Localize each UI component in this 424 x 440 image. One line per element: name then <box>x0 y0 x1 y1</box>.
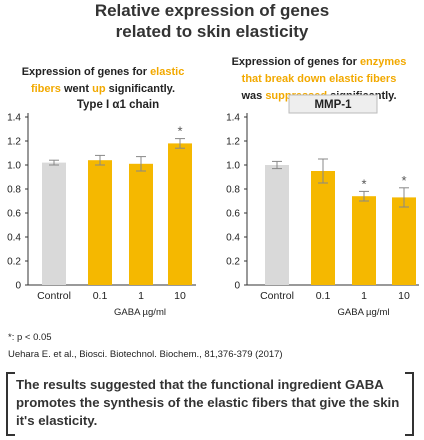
bar <box>311 171 335 285</box>
x-axis-label: GABA µg/ml <box>338 307 390 318</box>
y-tick-label: 0.8 <box>226 185 240 196</box>
page-title: Relative expression of genes related to … <box>0 0 424 42</box>
y-tick-label: 0.8 <box>7 185 21 196</box>
y-tick-label: 0.4 <box>7 233 21 244</box>
conclusion-box: The results suggested that the functiona… <box>6 372 414 436</box>
significance-marker: * <box>177 124 182 139</box>
bar <box>392 197 416 285</box>
y-tick-label: 0.4 <box>226 233 240 244</box>
left-bracket <box>6 372 15 436</box>
y-tick-label: 1.4 <box>7 113 21 124</box>
bar <box>129 163 153 285</box>
desc-text: significantly. <box>105 83 176 95</box>
significance-marker: * <box>401 173 406 188</box>
chart-title: MMP-1 <box>314 99 352 111</box>
x-tick-label: 0.1 <box>316 290 331 302</box>
y-tick-label: 0.2 <box>7 257 21 268</box>
conclusion-text: The results suggested that the functiona… <box>16 377 400 428</box>
citation: Uehara E. et al., Biosci. Biotechnol. Bi… <box>8 349 283 360</box>
desc-highlight: that break down elastic fibers <box>241 73 397 85</box>
charts-area: Type I α1 chain 0 0.2 0.4 0.6 0.8 1.0 1.2 1.4 Con… <box>7 94 419 318</box>
y-tick-label: 1.4 <box>226 113 240 124</box>
title-line-1: Relative expression of genes <box>94 1 330 20</box>
y-tick-label: 0.6 <box>7 209 21 220</box>
y-tick-label: 1.0 <box>226 161 240 172</box>
y-tick-label: 1.2 <box>226 137 240 148</box>
x-tick-label: Control <box>260 290 294 302</box>
bar <box>88 160 112 285</box>
significance-note: *: p < 0.05 <box>8 332 52 343</box>
x-tick-label: 0.1 <box>93 290 108 302</box>
y-tick-label: 1.2 <box>7 137 21 148</box>
left-chart-description: Expression of genes for elastic fibers w… <box>0 64 206 98</box>
bar <box>42 162 66 285</box>
title-line-2: related to skin elasticity <box>115 22 309 41</box>
bar <box>265 165 289 285</box>
bar <box>352 196 376 285</box>
y-tick-label: 0 <box>234 281 240 292</box>
desc-text: went <box>60 83 93 95</box>
x-tick-label: 1 <box>138 290 144 302</box>
desc-highlight: fibers <box>30 83 61 95</box>
desc-highlight: enzymes <box>359 56 407 68</box>
significance-marker: * <box>361 176 366 191</box>
y-tick-label: 0.2 <box>226 257 240 268</box>
desc-highlight: up <box>92 83 106 95</box>
x-tick-label: 10 <box>398 290 410 302</box>
desc-text: Expression of genes for <box>21 66 151 78</box>
x-tick-label: Control <box>37 290 71 302</box>
chart-title: Type I α1 chain <box>77 99 159 111</box>
desc-text: Expression of genes for <box>231 56 360 68</box>
right-bracket <box>405 372 414 436</box>
desc-highlight: elastic <box>150 66 185 78</box>
y-tick-label: 0.6 <box>226 209 240 220</box>
desc-text: was <box>241 90 266 102</box>
x-tick-label: 10 <box>174 290 186 302</box>
y-tick-label: 0 <box>15 281 21 292</box>
bar <box>168 143 192 285</box>
y-tick-label: 1.0 <box>7 161 21 172</box>
chart-title-box <box>288 94 378 114</box>
x-tick-label: 1 <box>361 290 367 302</box>
x-axis-label: GABA µg/ml <box>114 307 166 318</box>
